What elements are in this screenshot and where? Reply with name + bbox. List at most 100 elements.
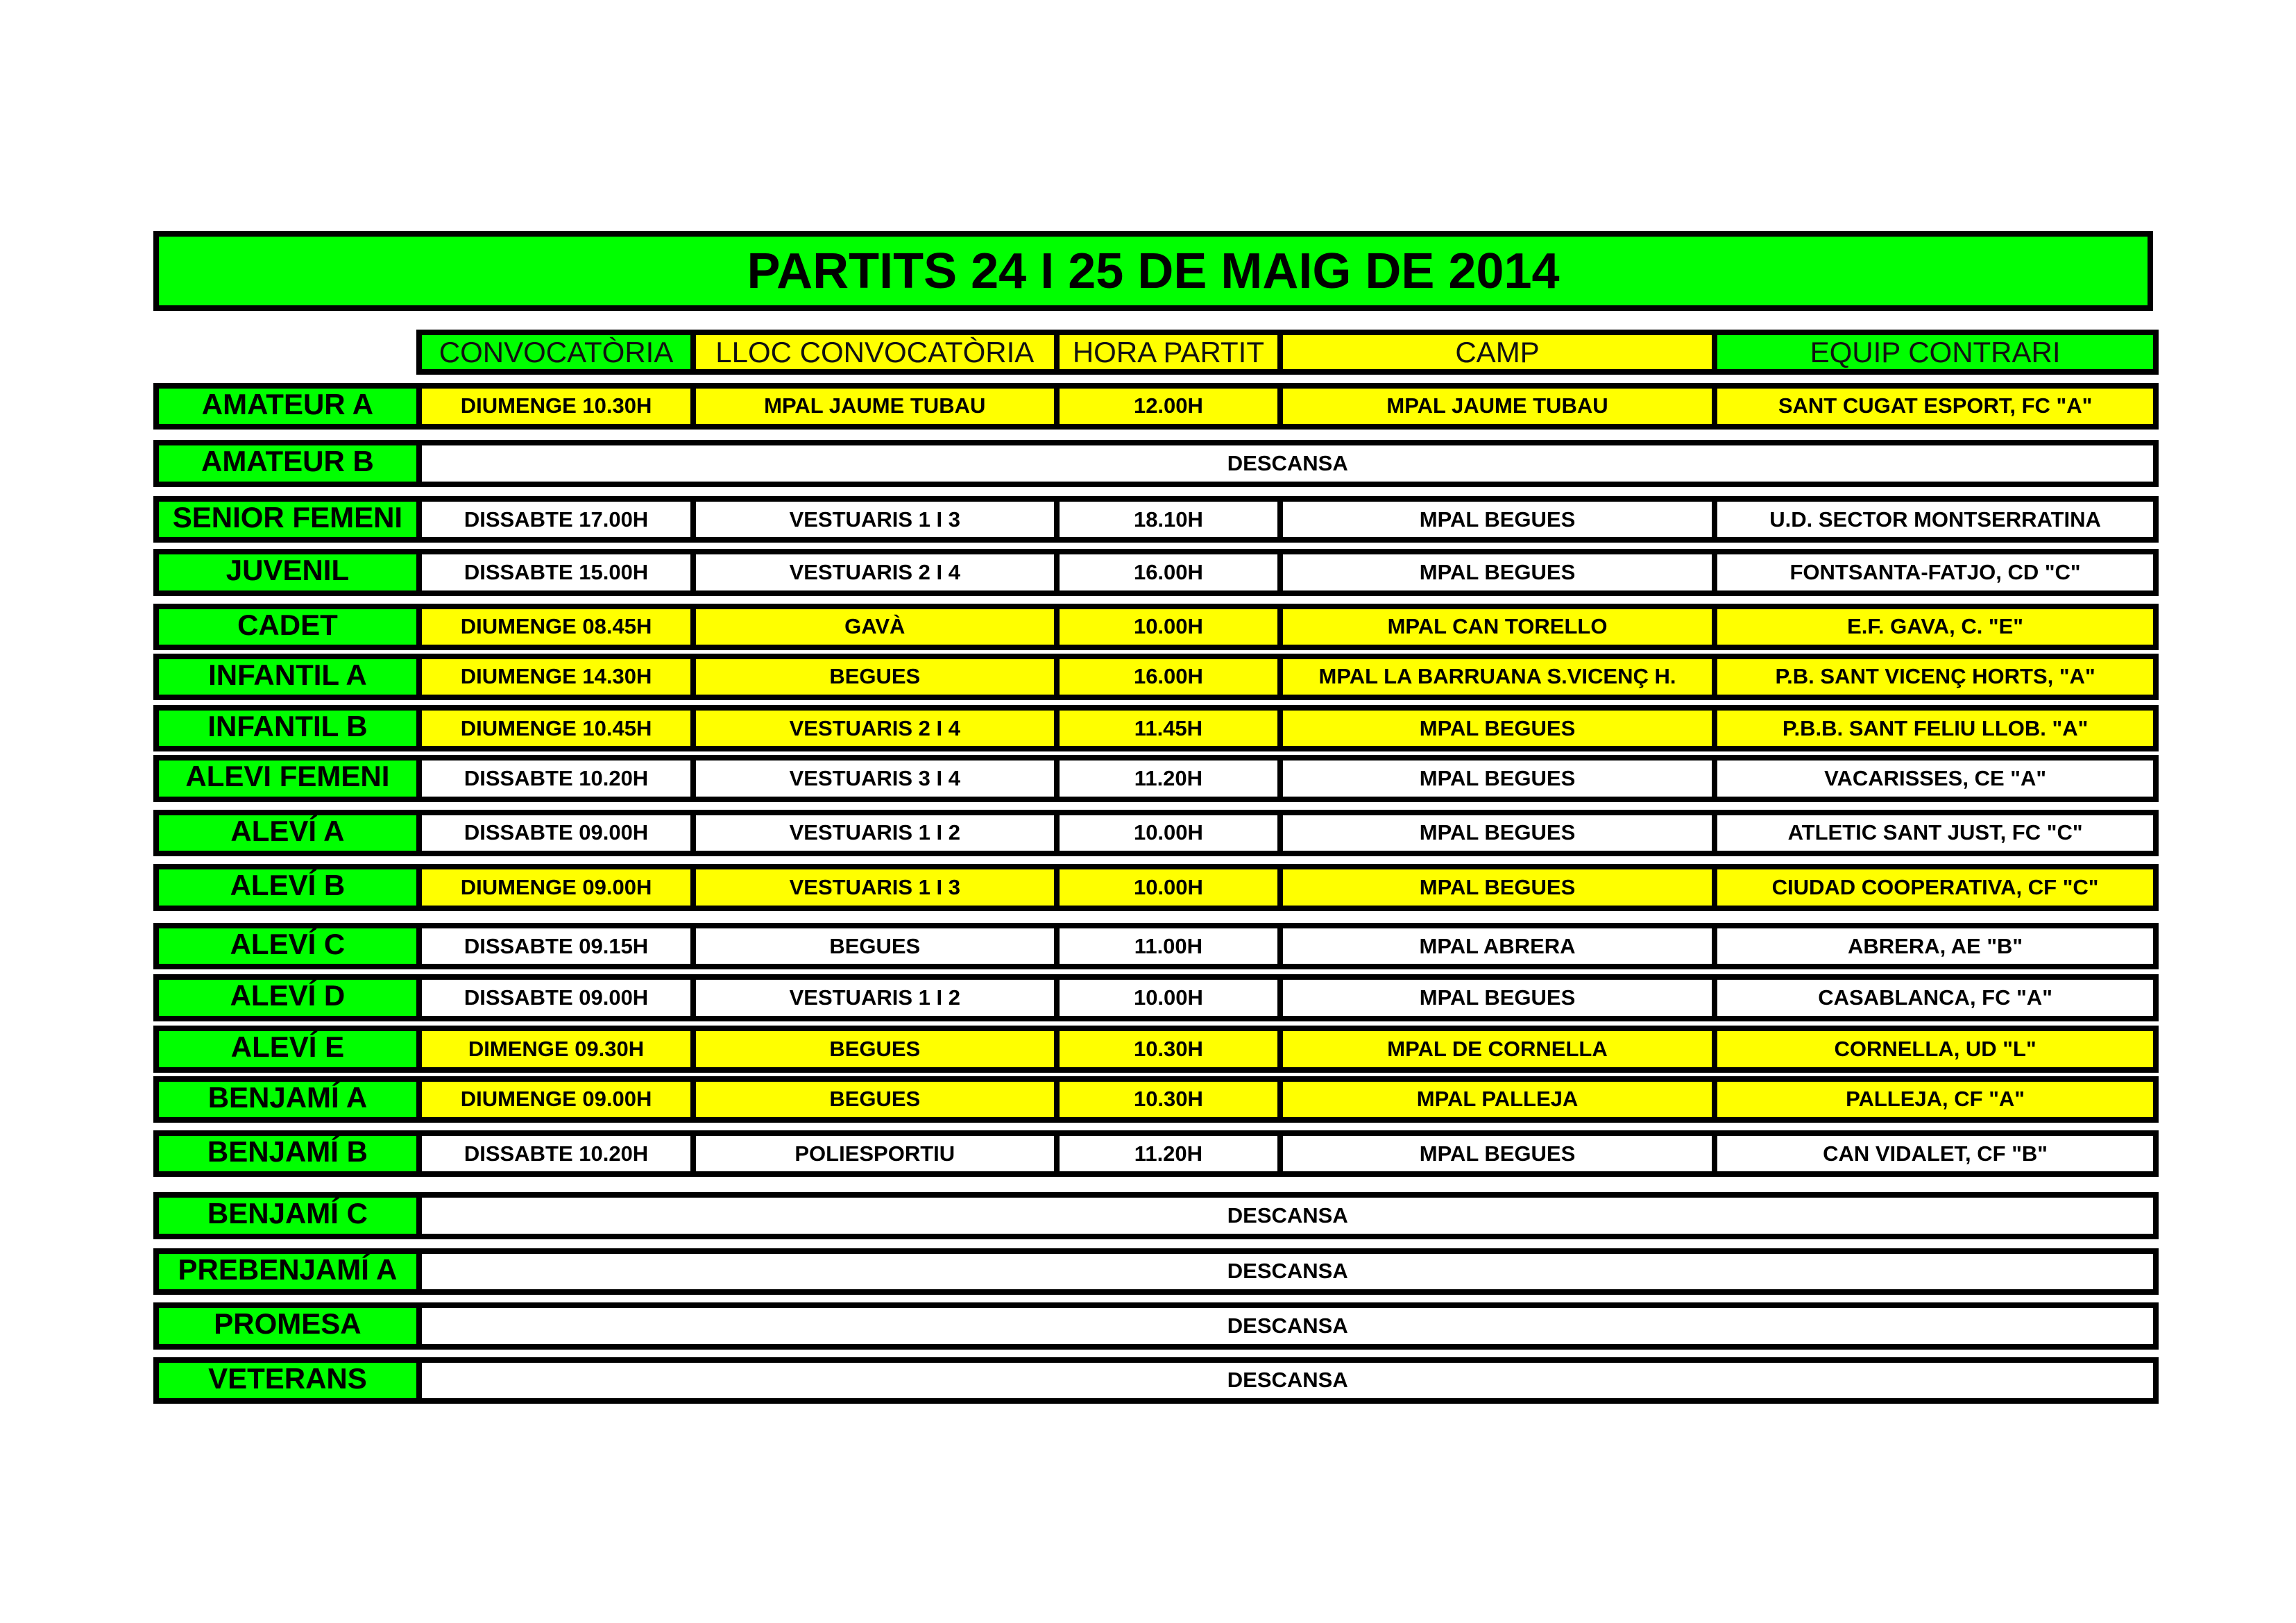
cell: DISSABTE 10.20H	[416, 755, 696, 802]
cell: 18.10H	[1053, 495, 1284, 543]
team-cell: INFANTIL B	[153, 705, 423, 752]
cell: 16.00H	[1053, 653, 1284, 701]
cell: 10.30H	[1053, 1076, 1284, 1123]
cell: CASABLANCA, FC "A"	[1711, 974, 2159, 1021]
rest-cell: DESCANSA	[416, 1302, 2159, 1350]
cell: MPAL BEGUES	[1277, 755, 1717, 802]
title: PARTITS 24 I 25 DE MAIG DE 2014	[153, 231, 2153, 311]
header-cell: EQUIP CONTRARI	[1711, 330, 2159, 375]
cell: DISSABTE 09.00H	[416, 809, 696, 857]
rest-cell: DESCANSA	[416, 1192, 2159, 1239]
cell: DISSABTE 09.15H	[416, 922, 696, 970]
cell: VESTUARIS 2 I 4	[690, 549, 1060, 596]
team-cell: BENJAMÍ B	[153, 1130, 423, 1178]
cell: 11.20H	[1053, 1130, 1284, 1178]
rest-cell: DESCANSA	[416, 1357, 2159, 1404]
team-cell: AMATEUR A	[153, 382, 423, 430]
cell: 11.20H	[1053, 755, 1284, 802]
cell: MPAL BEGUES	[1277, 549, 1717, 596]
cell: BEGUES	[690, 653, 1060, 701]
cell: BEGUES	[690, 922, 1060, 970]
cell: E.F. GAVA, C. "E"	[1711, 603, 2159, 651]
team-cell: PROMESA	[153, 1302, 423, 1350]
cell: VESTUARIS 1 I 2	[690, 974, 1060, 1021]
cell: MPAL BEGUES	[1277, 1130, 1717, 1178]
cell: DISSABTE 09.00H	[416, 974, 696, 1021]
cell: BEGUES	[690, 1026, 1060, 1073]
cell: PALLEJA, CF "A"	[1711, 1076, 2159, 1123]
cell: 10.00H	[1053, 864, 1284, 911]
cell: MPAL BEGUES	[1277, 809, 1717, 857]
cell: DIUMENGE 09.00H	[416, 864, 696, 911]
cell: 10.00H	[1053, 809, 1284, 857]
cell: MPAL JAUME TUBAU	[1277, 382, 1717, 430]
team-cell: PREBENJAMÍ A	[153, 1248, 423, 1295]
team-cell: INFANTIL A	[153, 653, 423, 701]
team-cell: VETERANS	[153, 1357, 423, 1404]
cell: DISSABTE 10.20H	[416, 1130, 696, 1178]
cell: MPAL PALLEJA	[1277, 1076, 1717, 1123]
team-cell: ALEVÍ A	[153, 809, 423, 857]
header-cell: CONVOCATÒRIA	[416, 330, 696, 375]
cell: MPAL BEGUES	[1277, 705, 1717, 752]
cell: VESTUARIS 1 I 3	[690, 864, 1060, 911]
team-cell: ALEVI FEMENI	[153, 755, 423, 802]
cell: SANT CUGAT ESPORT, FC "A"	[1711, 382, 2159, 430]
cell: MPAL BEGUES	[1277, 495, 1717, 543]
cell: DIUMENGE 10.30H	[416, 382, 696, 430]
team-cell: BENJAMÍ A	[153, 1076, 423, 1123]
header-cell: HORA PARTIT	[1053, 330, 1284, 375]
cell: POLIESPORTIU	[690, 1130, 1060, 1178]
cell: U.D. SECTOR MONTSERRATINA	[1711, 495, 2159, 543]
cell: DISSABTE 17.00H	[416, 495, 696, 543]
cell: MPAL DE CORNELLA	[1277, 1026, 1717, 1073]
cell: DIUMENGE 10.45H	[416, 705, 696, 752]
cell: MPAL BEGUES	[1277, 974, 1717, 1021]
cell: 11.45H	[1053, 705, 1284, 752]
cell: CORNELLA, UD "L"	[1711, 1026, 2159, 1073]
cell: 11.00H	[1053, 922, 1284, 970]
team-cell: SENIOR FEMENI	[153, 495, 423, 543]
cell: DIUMENGE 14.30H	[416, 653, 696, 701]
cell: 10.00H	[1053, 974, 1284, 1021]
cell: DIMENGE 09.30H	[416, 1026, 696, 1073]
cell: CIUDAD COOPERATIVA, CF "C"	[1711, 864, 2159, 911]
cell: VESTUARIS 1 I 2	[690, 809, 1060, 857]
team-cell: ALEVÍ C	[153, 922, 423, 970]
cell: FONTSANTA-FATJO, CD "C"	[1711, 549, 2159, 596]
cell: MPAL BEGUES	[1277, 864, 1717, 911]
cell: DIUMENGE 08.45H	[416, 603, 696, 651]
header-cell: CAMP	[1277, 330, 1717, 375]
cell: VACARISSES, CE "A"	[1711, 755, 2159, 802]
cell: DISSABTE 15.00H	[416, 549, 696, 596]
cell: VESTUARIS 3 I 4	[690, 755, 1060, 802]
cell: MPAL CAN TORELLO	[1277, 603, 1717, 651]
cell: VESTUARIS 2 I 4	[690, 705, 1060, 752]
cell: VESTUARIS 1 I 3	[690, 495, 1060, 543]
team-cell: ALEVÍ E	[153, 1026, 423, 1073]
team-cell: ALEVÍ B	[153, 864, 423, 911]
header-cell: LLOC CONVOCATÒRIA	[690, 330, 1060, 375]
team-cell: CADET	[153, 603, 423, 651]
cell: ATLETIC SANT JUST, FC "C"	[1711, 809, 2159, 857]
cell: ABRERA, AE "B"	[1711, 922, 2159, 970]
rest-cell: DESCANSA	[416, 440, 2159, 487]
rest-cell: DESCANSA	[416, 1248, 2159, 1295]
cell: 10.00H	[1053, 603, 1284, 651]
team-cell: BENJAMÍ C	[153, 1192, 423, 1239]
cell: BEGUES	[690, 1076, 1060, 1123]
cell: MPAL JAUME TUBAU	[690, 382, 1060, 430]
cell: GAVÀ	[690, 603, 1060, 651]
team-cell: ALEVÍ D	[153, 974, 423, 1021]
cell: P.B.B. SANT FELIU LLOB. "A"	[1711, 705, 2159, 752]
cell: DIUMENGE 09.00H	[416, 1076, 696, 1123]
cell: 16.00H	[1053, 549, 1284, 596]
cell: MPAL ABRERA	[1277, 922, 1717, 970]
cell: 10.30H	[1053, 1026, 1284, 1073]
cell: MPAL LA BARRUANA S.VICENÇ H.	[1277, 653, 1717, 701]
cell: CAN VIDALET, CF "B"	[1711, 1130, 2159, 1178]
cell: 12.00H	[1053, 382, 1284, 430]
team-cell: AMATEUR B	[153, 440, 423, 487]
cell: P.B. SANT VICENÇ HORTS, "A"	[1711, 653, 2159, 701]
